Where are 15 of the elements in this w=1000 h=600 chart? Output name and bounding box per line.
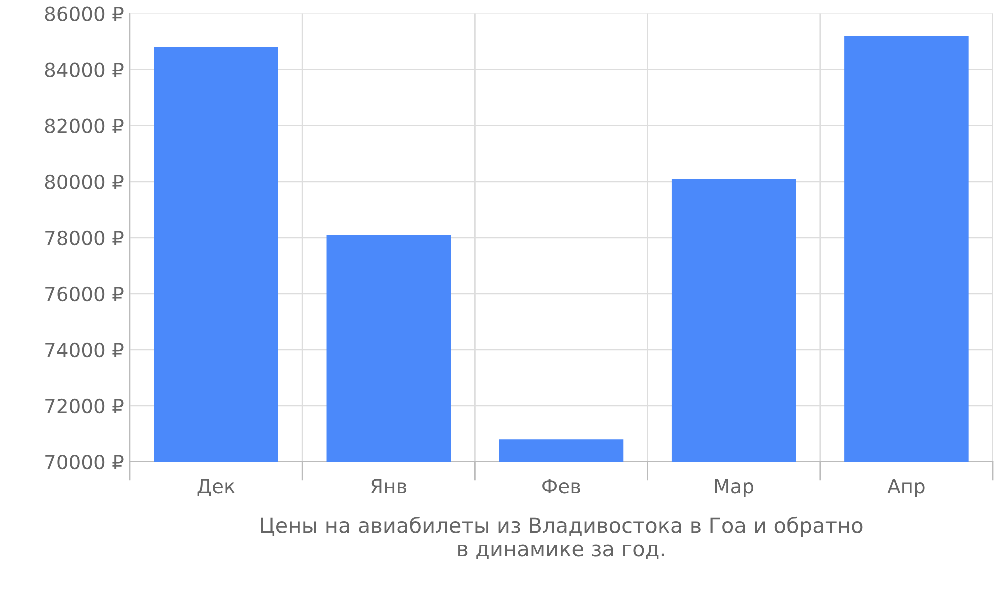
y-tick-label: 78000 ₽ [46,230,124,246]
x-tick-label: Янв [371,479,407,494]
y-tick-label: 84000 ₽ [45,62,124,78]
x-tick-label: Фев [542,479,580,494]
y-tick-label: 80000 ₽ [45,174,124,190]
y-tick-label: 82000 ₽ [45,118,124,134]
x-tick-label: Апр [888,479,925,498]
y-tick-label: 76000 ₽ [46,286,124,302]
y-tick-label: 74000 ₽ [46,342,124,358]
y-tick-label: 70000 ₽ [46,454,124,470]
y-tick-label: 72000 ₽ [46,398,124,414]
y-tick-label: 86000 ₽ [45,6,124,22]
x-tick-label: Дек [198,479,236,496]
x-axis-title: Цены на авиабилеты из Владивостока в Гоа и обратно в динамике за год. [261,516,863,560]
x-tick-label: Мар [715,479,754,498]
